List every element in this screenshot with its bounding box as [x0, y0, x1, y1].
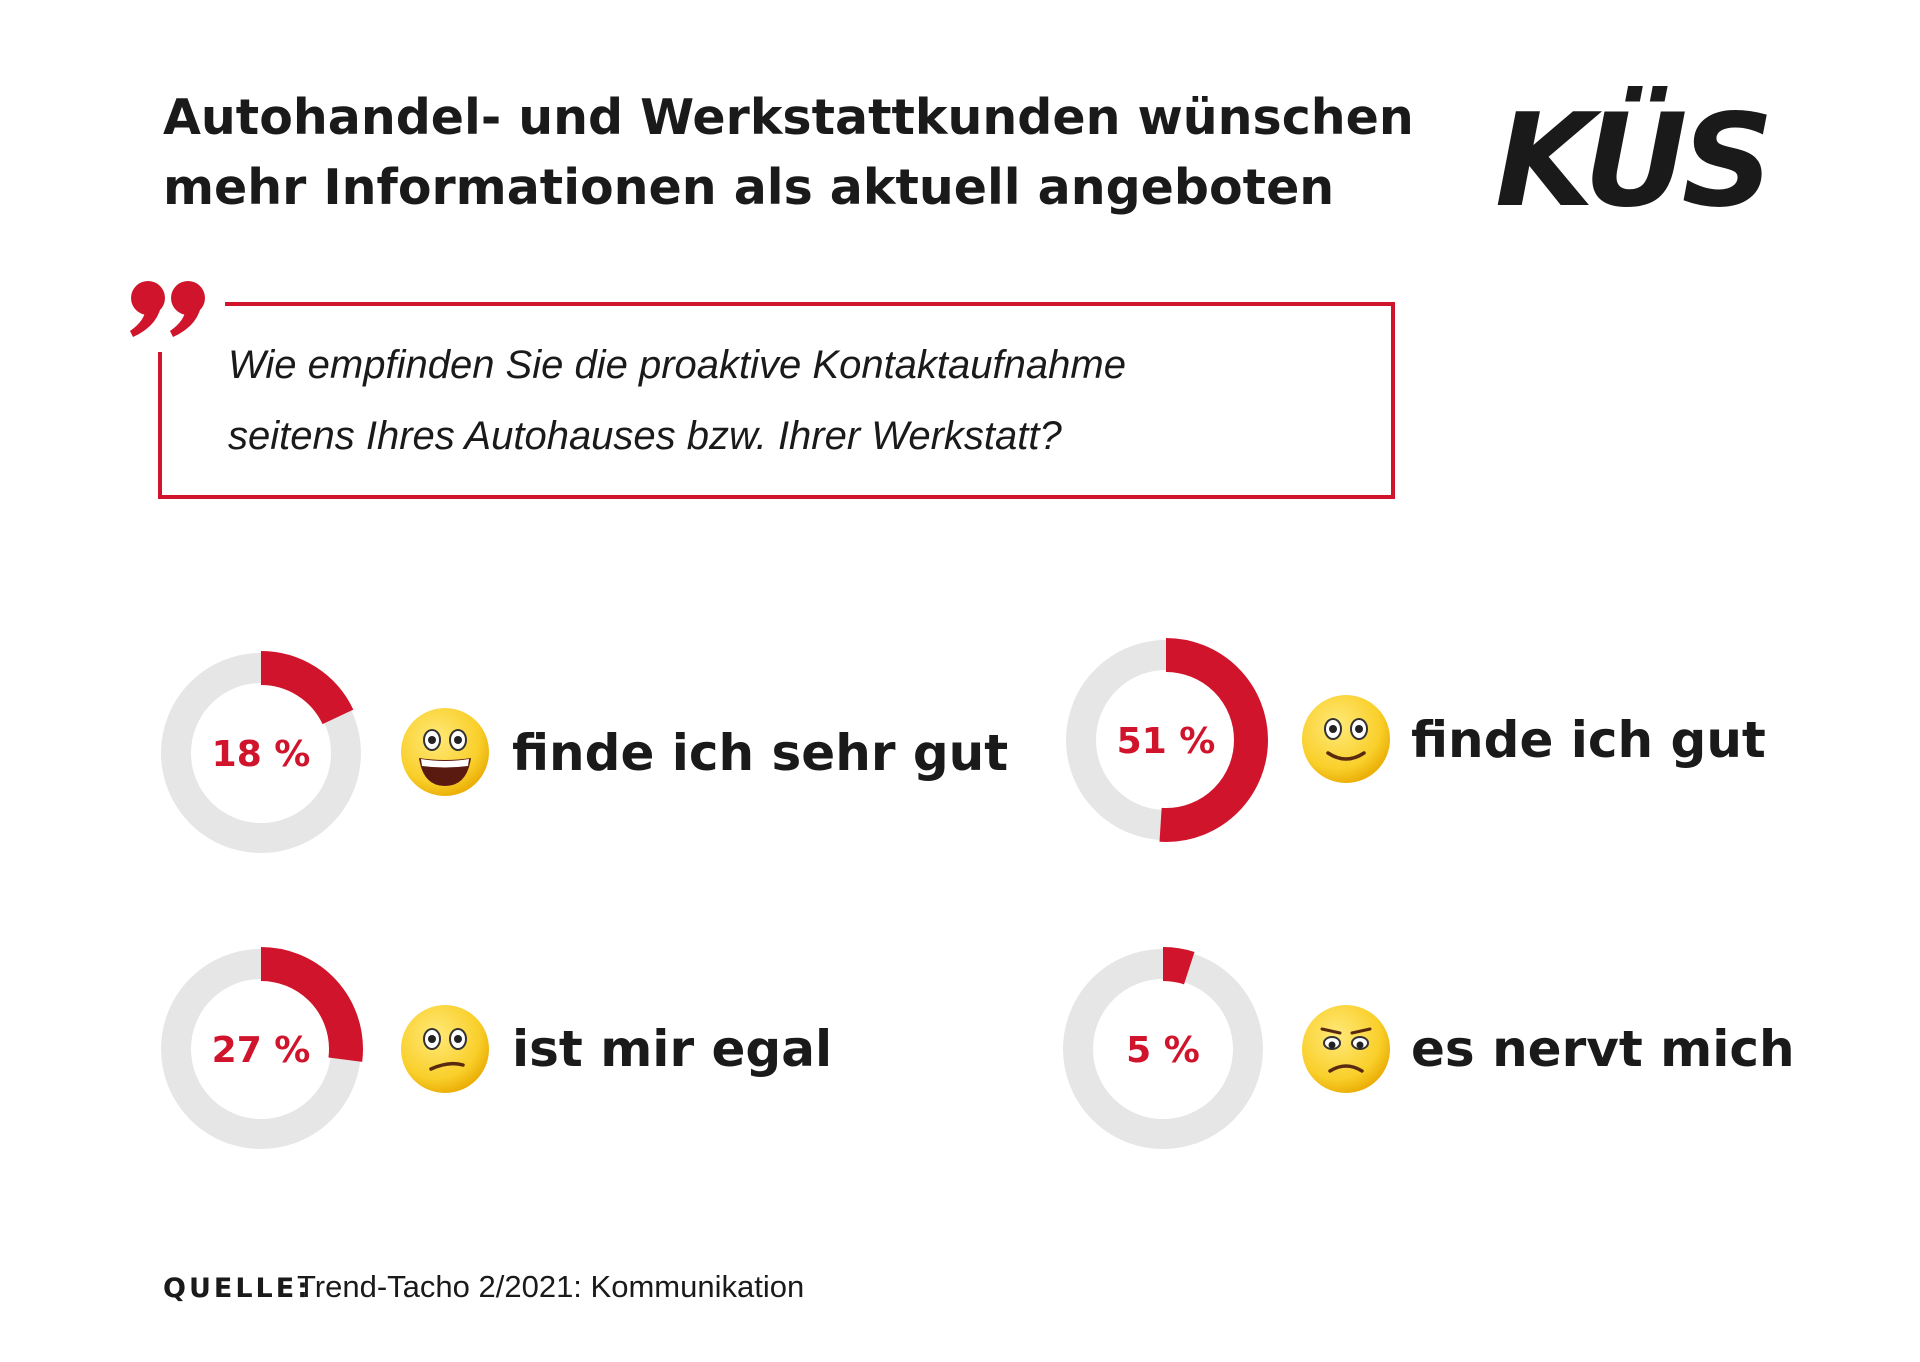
donut-segment [159, 651, 363, 855]
donut-segment [1061, 947, 1265, 1151]
source-label: QUELLE: [163, 1273, 311, 1304]
category-label: es nervt mich [1411, 1020, 1795, 1078]
emoji-confused [401, 1005, 489, 1093]
question-line: seitens Ihres Autohauses bzw. Ihrer Werk… [228, 414, 1062, 458]
quote-box [158, 302, 1395, 499]
emoji-smile [1302, 695, 1390, 783]
category-label: finde ich sehr gut [512, 724, 1008, 782]
source-text: Trend-Tacho 2/2021: Kommunikation [297, 1269, 804, 1304]
emoji-annoyed [1302, 1005, 1390, 1093]
category-label: ist mir egal [512, 1020, 832, 1078]
title-line: mehr Informationen als aktuell angeboten [163, 159, 1334, 216]
donut-segment [1064, 638, 1268, 842]
question-line: Wie empfinden Sie die proaktive Kontakta… [228, 343, 1126, 387]
value-label: 18 % [212, 734, 311, 775]
title-line: Autohandel- und Werkstattkunden wünschen [163, 89, 1414, 146]
quote-mark [130, 281, 205, 337]
value-label: 27 % [212, 1030, 311, 1071]
logo: KÜS [1495, 86, 1768, 236]
category-label: finde ich gut [1411, 711, 1766, 769]
emoji-grin [401, 708, 489, 796]
value-label: 5 % [1126, 1030, 1200, 1071]
donut-segment [159, 947, 363, 1151]
value-label: 51 % [1117, 721, 1216, 762]
